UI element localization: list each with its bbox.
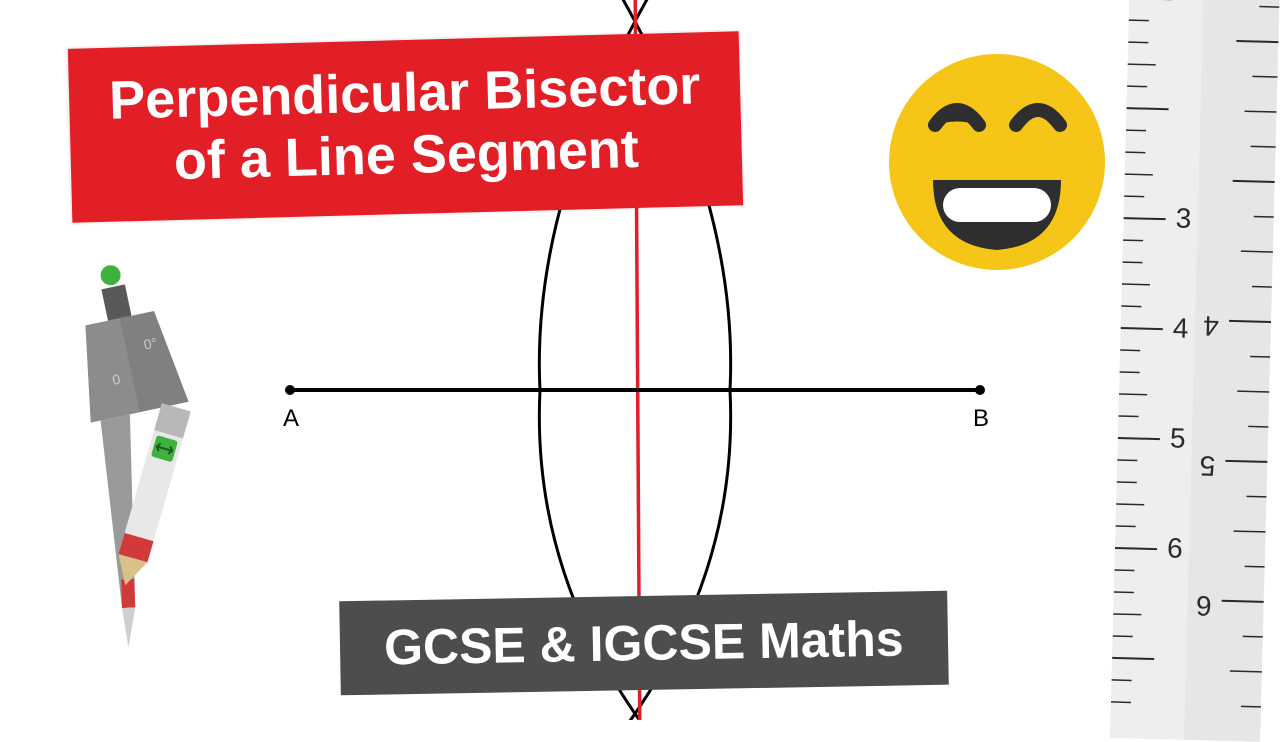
title-banner: Perpendicular Bisector of a Line Segment [68,31,744,223]
subtitle-text: GCSE & IGCSE Maths [384,610,904,675]
label-a: A [283,405,299,433]
ruler-num-l5: 5 [1170,422,1186,453]
ruler-num-l4: 4 [1172,312,1188,343]
point-a [285,385,295,395]
subtitle-banner: GCSE & IGCSE Maths [339,591,948,696]
ruler-num-r5: 5 [1199,450,1215,481]
ruler-num-r6: 6 [1196,590,1212,621]
label-b: B [973,405,989,433]
ruler-icon: 3 4 5 6 4 5 6 [1100,0,1280,742]
grinning-emoji-icon [885,50,1110,275]
point-b [975,385,985,395]
compass-pivot-dot [99,263,123,287]
ruler-num-r4: 4 [1203,310,1219,341]
ruler-num-l6: 6 [1167,532,1183,563]
compass-icon: 0° 0 [30,260,280,660]
ruler-num-l3: 3 [1175,202,1191,233]
